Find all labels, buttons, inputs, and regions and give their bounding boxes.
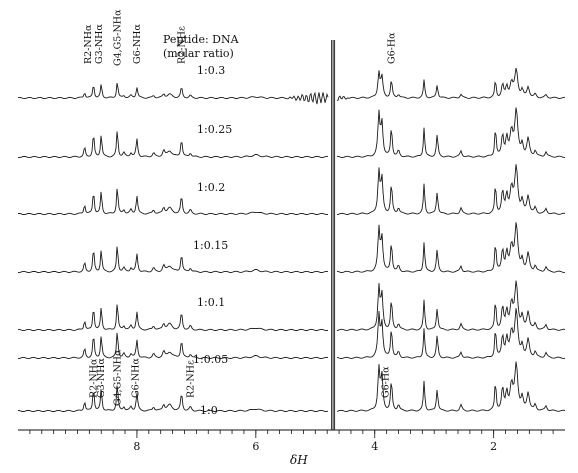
ratio-label: 1:0 (200, 404, 218, 417)
tick-label: 6 (252, 440, 259, 453)
legend-title: Peptide: DNA (163, 33, 240, 46)
tick-label: 4 (371, 440, 378, 453)
peak-labels: R2-NHα G3-NHα G4,G5-NHα G6-NHα R2-NHε G6-HαR2… (83, 9, 397, 406)
legend-subtitle: (molar ratio) (163, 47, 234, 60)
ratio-label: 1:0.15 (193, 239, 228, 252)
peak-label: R2-NHα (89, 358, 100, 398)
peak-label: G6-Hα (386, 32, 397, 64)
spectrum-trace (17, 107, 565, 159)
peak-label: R2-NHε (185, 360, 196, 398)
tick-label: 8 (133, 440, 140, 453)
spectrum-trace (17, 308, 566, 360)
spectra-layer (17, 40, 566, 430)
peak-label: G6-NHα (131, 358, 142, 398)
peak-label: G3-NHα (94, 24, 105, 64)
ratio-labels: 1:0.3 1:0.25 1:0.2 1:0.15 1:0.1 1:0.05 1:0 (193, 64, 232, 417)
ratio-label: 1:0.1 (197, 296, 225, 309)
peak-label: R2-NHα (83, 24, 94, 64)
ratio-label: 1:0.3 (197, 64, 225, 77)
x-axis-ticks: 8 6 4 2 (29, 430, 554, 453)
ratio-label: 1:0.05 (193, 353, 228, 366)
peak-label: G4,G5-NHα (112, 349, 123, 406)
spectrum-trace (17, 164, 566, 216)
peak-label: G3-NHα (96, 358, 107, 398)
peak-label: G6-Hα (380, 366, 391, 398)
spectrum-trace (17, 361, 566, 413)
peak-label: G4,G5-NHα (112, 9, 123, 66)
peak-label: G6-NHα (132, 24, 143, 64)
ratio-label: 1:0.25 (197, 123, 232, 136)
spectrum-trace (17, 222, 566, 274)
spectrum-trace (18, 280, 566, 332)
ratio-label: 1:0.2 (197, 181, 225, 194)
peak-label: R2-NHε (177, 26, 188, 64)
x-axis-label: δH (290, 453, 308, 467)
spectrum-trace (17, 67, 565, 105)
tick-label: 2 (490, 440, 497, 453)
